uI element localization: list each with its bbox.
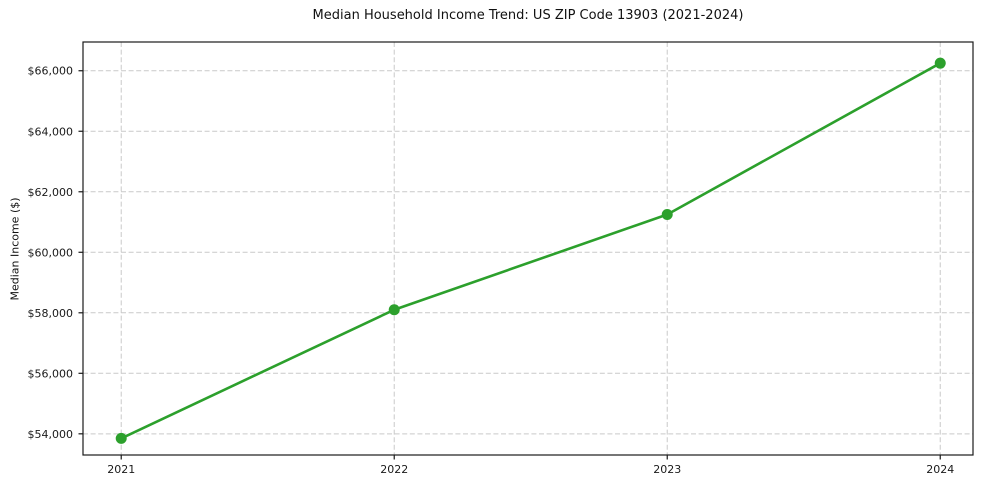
y-tick-label: $54,000	[28, 428, 74, 441]
y-tick-label: $62,000	[28, 186, 74, 199]
income-trend-line	[119, 61, 942, 440]
y-tick-label: $60,000	[28, 246, 74, 259]
data-point-2024	[934, 57, 946, 69]
y-tick-label: $56,000	[28, 367, 74, 380]
y-tick-label: $58,000	[28, 307, 74, 320]
data-point-2021	[115, 432, 127, 444]
x-tick-label: 2021	[107, 463, 135, 476]
x-tick-label: 2023	[653, 463, 681, 476]
y-tick-label: $66,000	[28, 65, 74, 78]
data-point-2023	[661, 208, 673, 220]
x-tick-label: 2024	[926, 463, 954, 476]
x-tick-label: 2022	[380, 463, 408, 476]
chart-title: Median Household Income Trend: US ZIP Co…	[312, 8, 744, 23]
data-point-2022	[388, 304, 400, 316]
plot-border	[82, 41, 974, 456]
y-tick-label: $64,000	[28, 125, 74, 138]
